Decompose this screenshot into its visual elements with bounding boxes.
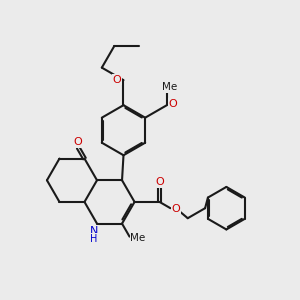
Text: N: N — [90, 226, 98, 236]
Text: Me: Me — [162, 82, 177, 92]
Text: O: O — [168, 99, 177, 109]
Text: H: H — [90, 234, 98, 244]
Text: Me: Me — [130, 233, 146, 243]
Text: O: O — [155, 177, 164, 187]
Text: O: O — [74, 137, 82, 147]
Text: O: O — [171, 204, 180, 214]
Text: O: O — [112, 75, 122, 85]
